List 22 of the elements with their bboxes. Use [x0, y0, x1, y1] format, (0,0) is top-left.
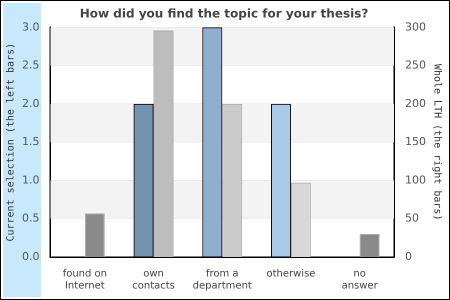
- y2-axis-title: Whole LTH (the right bars): [431, 64, 442, 220]
- x-tick-label: from a department: [192, 268, 252, 292]
- y-axis-title: Current selection (the left bars): [6, 42, 17, 242]
- y-tick-label: 3.0: [22, 20, 40, 34]
- y2-tick-label: 0: [405, 250, 412, 263]
- y2-tick-label: 50: [405, 212, 420, 225]
- x-tick-label: found on Internet: [62, 268, 107, 292]
- y-tick-label: 0.0: [22, 250, 40, 263]
- chart-title: How did you find the topic for your thesis?: [80, 6, 368, 20]
- y2-tick-label: 250: [405, 58, 426, 72]
- y2-tick-label: 300: [405, 20, 426, 34]
- x-tick-label: own contacts: [132, 268, 175, 292]
- y-tick-label: 0.5: [22, 212, 40, 225]
- y-tick-label: 1.5: [22, 135, 40, 148]
- y2-tick-label: 200: [405, 96, 426, 110]
- y-tick-label: 2.5: [22, 58, 40, 72]
- x-tick-label: otherwise: [266, 268, 316, 280]
- x-tick-label: no answer: [342, 268, 379, 292]
- y2-tick-label: 100: [405, 173, 426, 186]
- y-tick-label: 1.0: [22, 173, 40, 186]
- y-tick-label: 2.0: [22, 96, 40, 110]
- y2-tick-label: 150: [405, 135, 426, 148]
